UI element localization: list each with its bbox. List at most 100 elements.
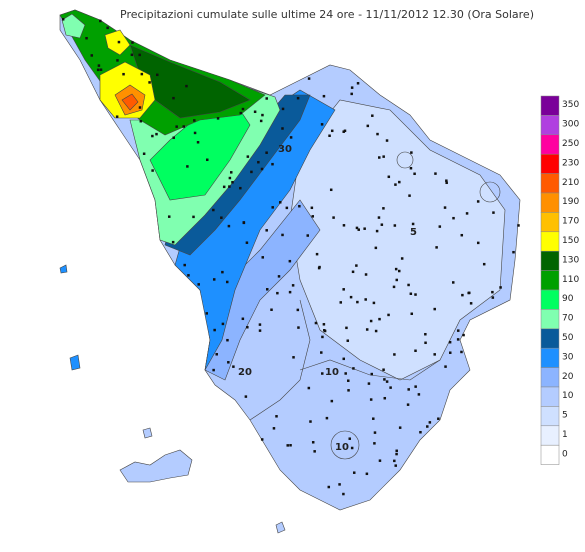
station-dot (212, 208, 215, 212)
station-dot (260, 167, 264, 171)
station-dot (99, 19, 102, 23)
legend-swatch (540, 406, 560, 427)
station-dot (232, 365, 235, 368)
station-dot (275, 415, 278, 418)
station-dot (409, 292, 413, 295)
station-dot (186, 165, 189, 168)
station-dot (395, 278, 399, 282)
station-dot (374, 246, 378, 250)
station-dot (364, 273, 368, 276)
station-dot (96, 68, 100, 72)
legend-swatch (540, 444, 560, 465)
station-dot (215, 353, 218, 356)
station-dot (265, 151, 268, 154)
station-dot (242, 221, 246, 225)
station-dot (400, 257, 404, 260)
station-dot (313, 450, 316, 453)
island-pianosa (142, 427, 153, 439)
contour-line (249, 299, 311, 421)
legend-label: 1 (562, 430, 568, 440)
station-dot (212, 278, 216, 281)
station-dot (347, 389, 350, 392)
contour-label: 20 (238, 367, 252, 378)
station-dot (281, 127, 284, 130)
station-dot (342, 288, 345, 291)
contour-label: 30 (278, 144, 292, 155)
station-dot (285, 206, 289, 210)
station-dot (438, 225, 442, 228)
station-dot (227, 361, 230, 364)
station-dot (410, 151, 413, 154)
station-dot (117, 40, 121, 44)
station-dot (197, 283, 200, 286)
legend-label: 50 (562, 333, 574, 343)
station-dot (175, 125, 178, 128)
station-dot (383, 396, 387, 400)
station-dot (171, 240, 175, 244)
station-dot (241, 317, 245, 321)
station-dot (393, 224, 397, 227)
station-dot (138, 53, 141, 57)
zone-90 (149, 109, 251, 201)
station-dot (156, 73, 159, 77)
station-dot (435, 246, 438, 249)
station-dot (270, 308, 273, 311)
station-dot (343, 129, 347, 133)
station-dot (445, 181, 448, 185)
station-dot (461, 293, 464, 297)
station-dot (228, 176, 232, 180)
station-dot (241, 107, 245, 111)
station-dot (265, 97, 268, 100)
station-dot (185, 84, 188, 88)
station-dot (106, 26, 109, 30)
station-dot (393, 353, 396, 356)
station-dot (342, 130, 345, 133)
station-dot (286, 444, 289, 447)
contour-line (299, 359, 441, 381)
contour-ring (396, 151, 414, 169)
station-dot (155, 132, 158, 136)
station-dot (382, 207, 385, 210)
legend-label: 190 (562, 197, 579, 207)
station-dot (205, 312, 208, 315)
station-dot (332, 216, 335, 219)
legend-swatch (540, 134, 560, 155)
station-dot (373, 442, 376, 445)
station-dot (321, 372, 324, 375)
station-dot (140, 72, 144, 76)
station-dot (476, 241, 480, 245)
station-dot (380, 223, 384, 226)
station-dot (216, 117, 220, 120)
station-dot (355, 264, 358, 267)
station-dot (350, 446, 354, 450)
station-dot (226, 338, 229, 342)
legend-swatch (540, 173, 560, 194)
station-dot (456, 338, 460, 341)
legend-label: 230 (562, 158, 579, 168)
contour-label: 10 (325, 367, 339, 378)
station-dot (363, 227, 366, 230)
station-dot (375, 229, 379, 233)
legend-swatch (540, 250, 560, 271)
station-dot (392, 285, 396, 289)
station-dot (142, 152, 146, 155)
station-dot (414, 293, 417, 296)
station-dot (298, 204, 301, 208)
station-dot (364, 298, 367, 301)
station-dot (193, 131, 197, 135)
station-dots (61, 18, 520, 496)
station-dot (291, 284, 295, 287)
legend-label: 30 (562, 352, 574, 362)
station-dot (246, 325, 249, 329)
station-dot (369, 319, 373, 323)
station-dot (344, 372, 347, 375)
legend-label: 5 (562, 411, 568, 421)
station-dot (352, 471, 356, 474)
zone-5 (289, 99, 506, 381)
station-dot (499, 286, 502, 289)
station-dot (460, 350, 463, 354)
station-dot (342, 224, 346, 227)
station-dot (281, 233, 284, 237)
station-dot (258, 329, 262, 332)
legend-swatch (540, 386, 560, 407)
